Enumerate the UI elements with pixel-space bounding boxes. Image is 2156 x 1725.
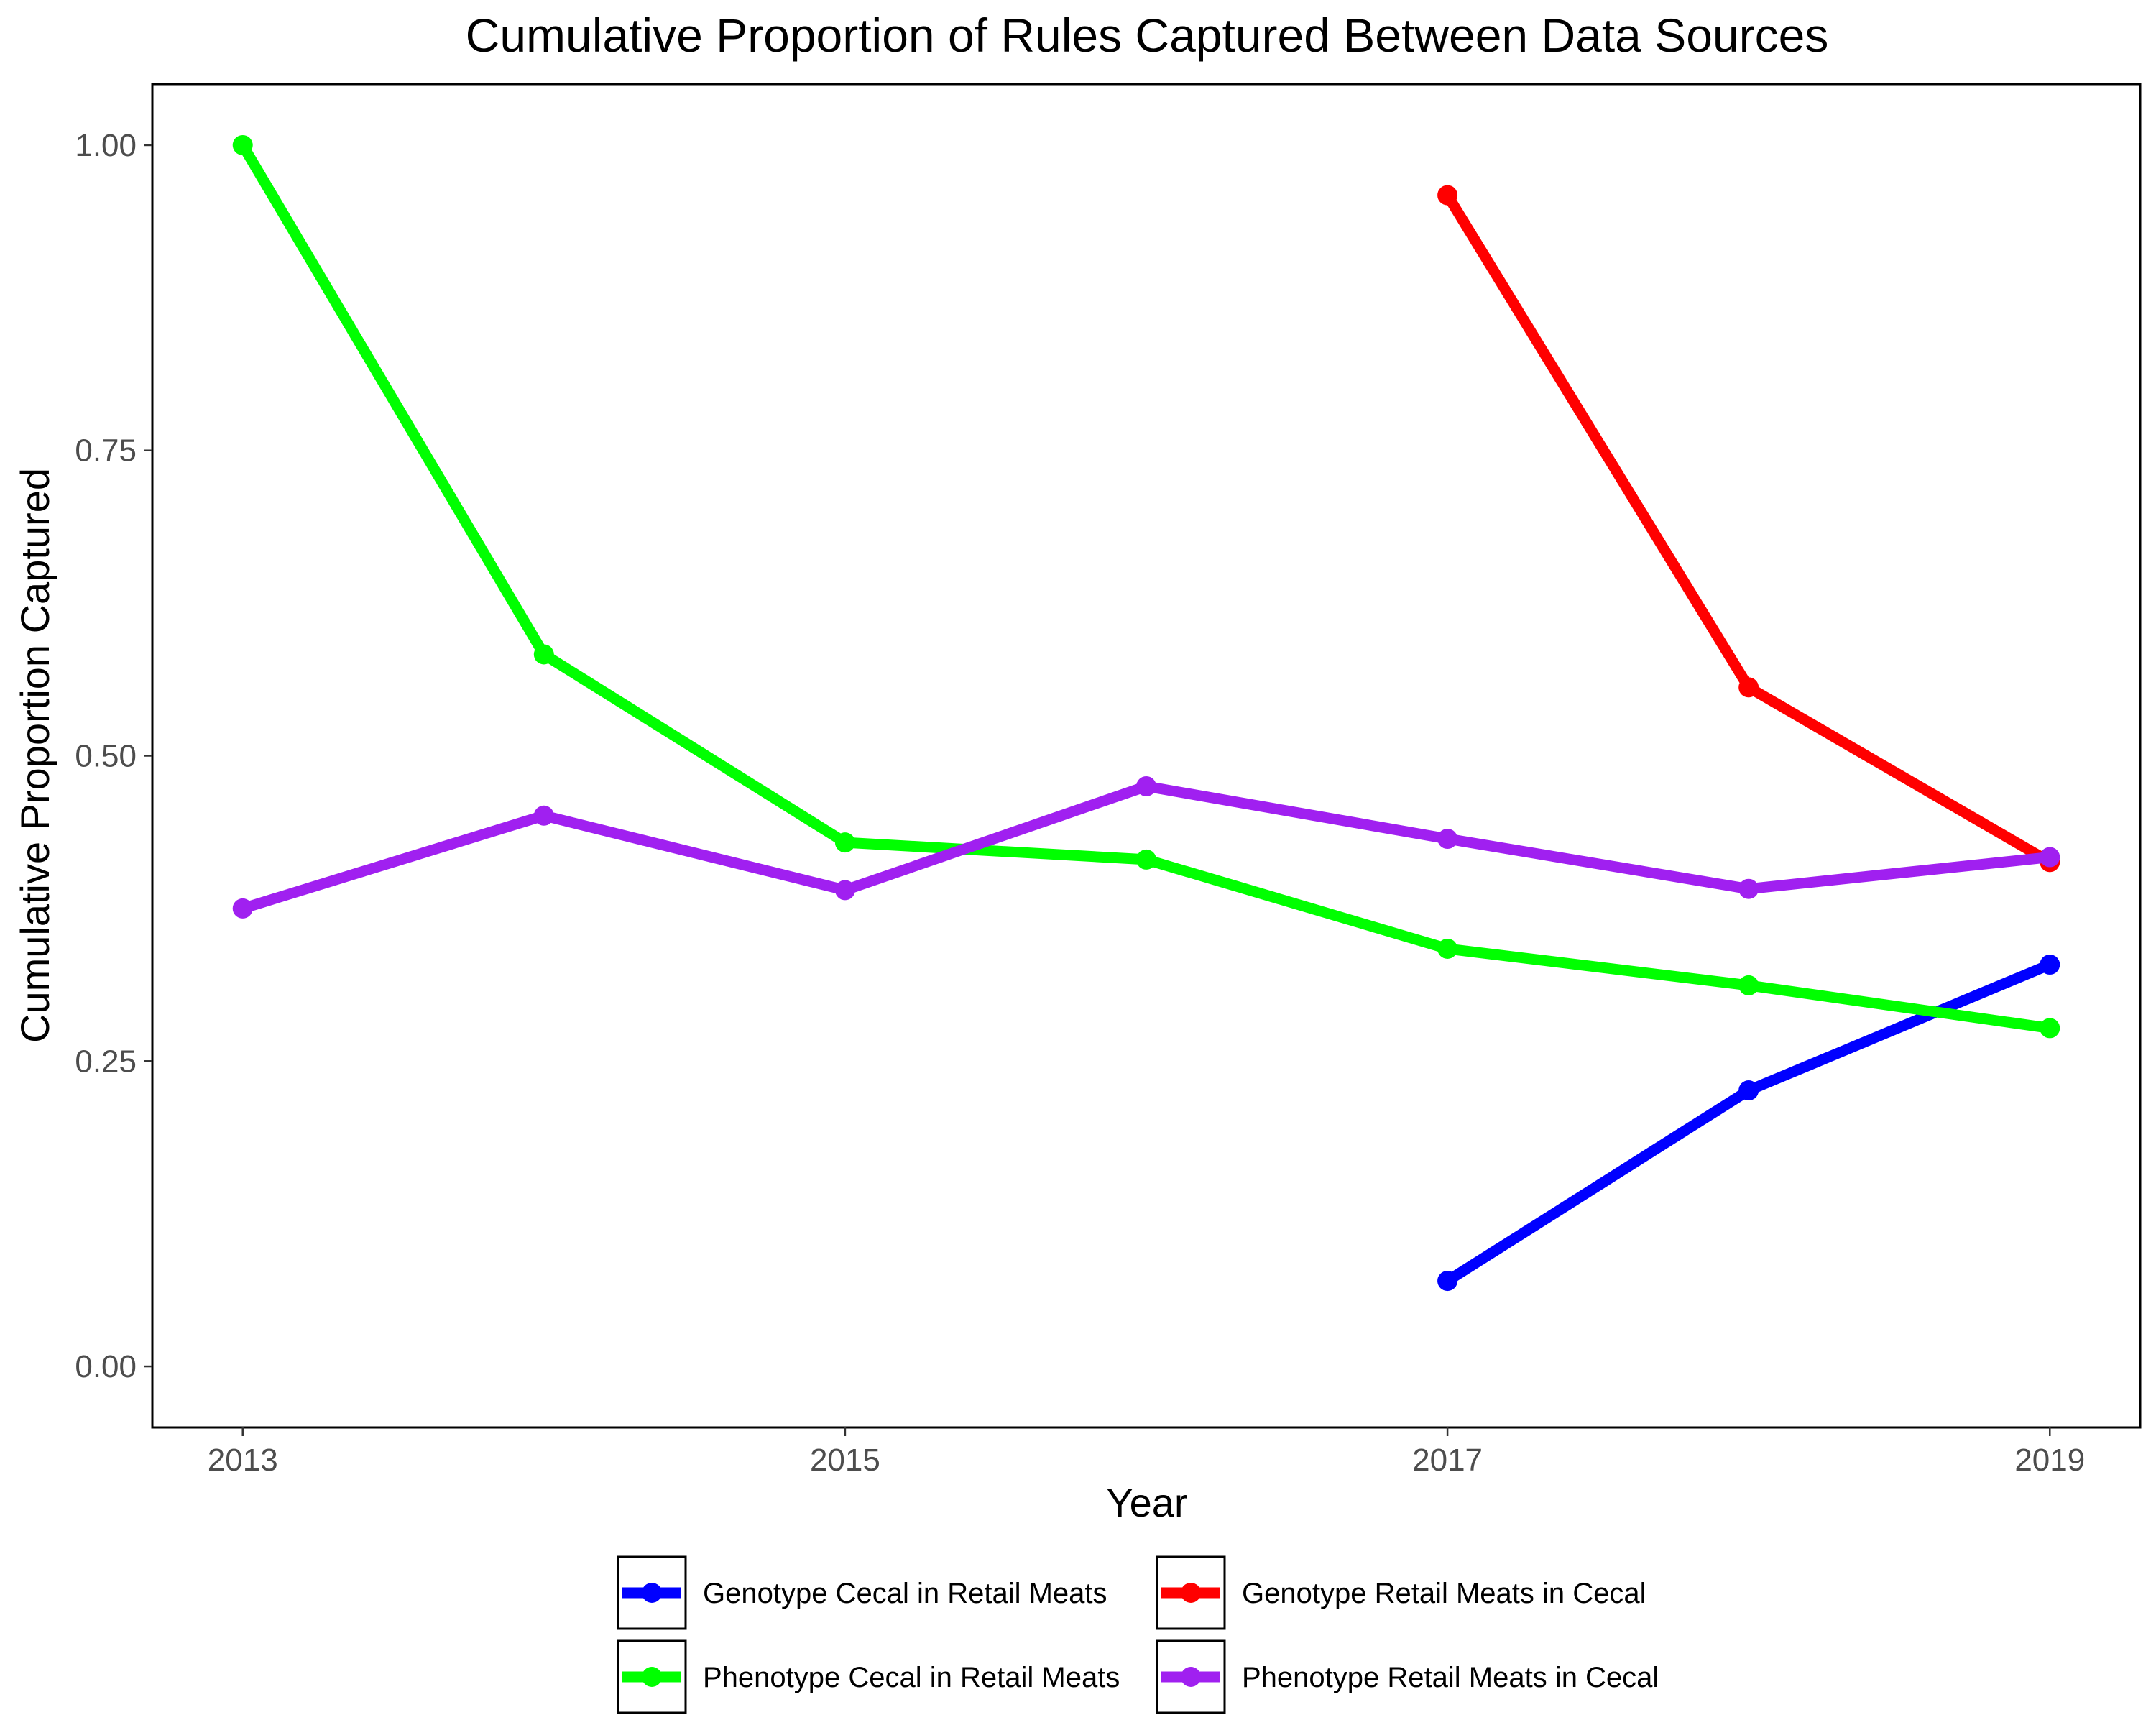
chart-title: Cumulative Proportion of Rules Captured … bbox=[466, 9, 1829, 62]
legend-key-point bbox=[1181, 1583, 1201, 1603]
data-point-phenotype-retail-meats-in-cecal-2014 bbox=[533, 805, 554, 826]
y-axis: 0.00 0.25 0.50 0.75 1.00 bbox=[75, 128, 152, 1384]
data-point-phenotype-cecal-in-retail-meats-2018 bbox=[1738, 975, 1759, 995]
legend-key-point bbox=[642, 1583, 662, 1603]
x-tick-label: 2015 bbox=[810, 1443, 880, 1478]
x-tick-label: 2019 bbox=[2014, 1443, 2085, 1478]
x-axis-title: Year bbox=[1106, 1480, 1187, 1525]
data-point-genotype-retail-meats-in-cecal-2017 bbox=[1437, 185, 1458, 206]
y-tick-label: 0.50 bbox=[75, 739, 137, 774]
data-point-genotype-cecal-in-retail-meats-2017 bbox=[1437, 1271, 1458, 1292]
legend-label: Genotype Cecal in Retail Meats bbox=[703, 1578, 1107, 1609]
legend-label: Phenotype Cecal in Retail Meats bbox=[703, 1662, 1120, 1693]
legend: Genotype Cecal in Retail Meats Genotype R… bbox=[617, 1555, 1659, 1714]
data-point-phenotype-cecal-in-retail-meats-2013 bbox=[232, 134, 253, 155]
y-axis-title: Cumulative Proportion Captured bbox=[12, 468, 57, 1043]
data-point-phenotype-retail-meats-in-cecal-2016 bbox=[1136, 776, 1156, 796]
legend-key-point bbox=[1181, 1667, 1201, 1687]
data-point-phenotype-retail-meats-in-cecal-2019 bbox=[2040, 847, 2060, 868]
x-tick-label: 2017 bbox=[1412, 1443, 1483, 1478]
data-point-phenotype-cecal-in-retail-meats-2015 bbox=[834, 832, 855, 853]
y-tick-label: 0.25 bbox=[75, 1044, 137, 1079]
legend-key-point bbox=[642, 1667, 662, 1687]
data-point-phenotype-cecal-in-retail-meats-2017 bbox=[1437, 938, 1458, 959]
legend-label: Phenotype Retail Meats in Cecal bbox=[1242, 1662, 1659, 1693]
data-point-genotype-cecal-in-retail-meats-2018 bbox=[1738, 1080, 1759, 1101]
data-point-phenotype-cecal-in-retail-meats-2014 bbox=[533, 644, 554, 665]
y-tick-label: 0.75 bbox=[75, 433, 137, 469]
data-point-phenotype-cecal-in-retail-meats-2019 bbox=[2040, 1018, 2060, 1039]
data-point-phenotype-retail-meats-in-cecal-2015 bbox=[834, 880, 855, 901]
series-phenotype-retail-meats-in-cecal bbox=[232, 776, 2060, 919]
data-point-genotype-retail-meats-in-cecal-2018 bbox=[1738, 677, 1759, 698]
legend-item-genotype-cecal-in-retail-meats: Genotype Cecal in Retail Meats bbox=[617, 1555, 1107, 1630]
y-tick-label: 1.00 bbox=[75, 128, 137, 163]
legend-item-phenotype-cecal-in-retail-meats: Phenotype Cecal in Retail Meats bbox=[617, 1639, 1120, 1714]
series-genotype-cecal-in-retail-meats bbox=[1437, 954, 2060, 1292]
series-layer bbox=[232, 134, 2060, 1292]
legend-label: Genotype Retail Meats in Cecal bbox=[1242, 1578, 1646, 1609]
series-phenotype-cecal-in-retail-meats bbox=[232, 134, 2060, 1039]
y-tick-label: 0.00 bbox=[75, 1349, 137, 1384]
x-tick-label: 2013 bbox=[208, 1443, 278, 1478]
legend-item-genotype-retail-meats-in-cecal: Genotype Retail Meats in Cecal bbox=[1156, 1555, 1646, 1630]
data-point-genotype-cecal-in-retail-meats-2019 bbox=[2040, 954, 2060, 975]
data-point-phenotype-retail-meats-in-cecal-2017 bbox=[1437, 829, 1458, 850]
data-point-phenotype-cecal-in-retail-meats-2016 bbox=[1136, 849, 1156, 870]
data-point-phenotype-retail-meats-in-cecal-2013 bbox=[232, 898, 253, 919]
legend-item-phenotype-retail-meats-in-cecal: Phenotype Retail Meats in Cecal bbox=[1156, 1639, 1659, 1714]
data-point-phenotype-retail-meats-in-cecal-2018 bbox=[1738, 878, 1759, 899]
x-axis: 2013 2015 2017 2019 bbox=[208, 1427, 2085, 1478]
series-genotype-retail-meats-in-cecal bbox=[1437, 185, 2060, 873]
